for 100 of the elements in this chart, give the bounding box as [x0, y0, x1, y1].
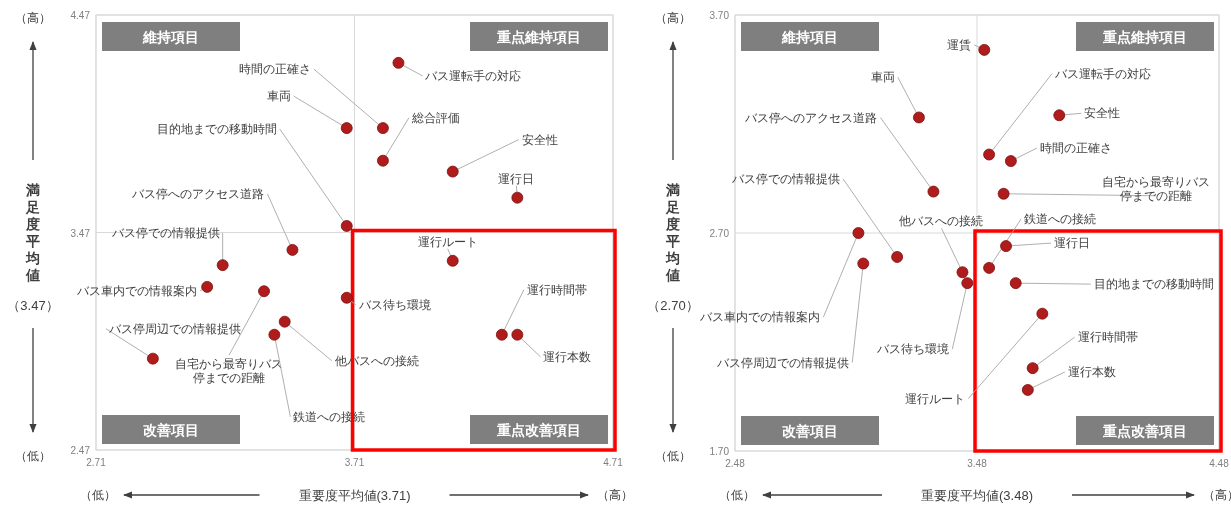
- text: （高）: [1203, 488, 1231, 502]
- annotation: 重点維持項目: [496, 29, 581, 45]
- point: [340, 291, 353, 304]
- y-tick-label: 3.47: [70, 227, 91, 239]
- annotation: 維持項目: [781, 29, 838, 45]
- annotation: 運行ルート: [417, 234, 478, 249]
- annotation: 改善項目: [143, 422, 199, 438]
- y-tick-label: 2.47: [70, 445, 91, 456]
- text: （2.70）: [647, 298, 699, 313]
- annotation: 時間の正確さ: [238, 62, 311, 77]
- point: [857, 257, 870, 270]
- y-tick-label: 2.70: [709, 228, 730, 239]
- annotation: 車両: [266, 89, 291, 104]
- x-tick-label: 4.71: [603, 457, 624, 468]
- annotation: バス停周辺での情報提供: [107, 321, 241, 336]
- annotation: 重点維持項目: [1102, 29, 1187, 45]
- annotation: バス運転手の対応: [1054, 66, 1152, 81]
- annotation: バス車内での情報案内: [699, 310, 821, 324]
- x-tick-label: 3.48: [967, 458, 988, 469]
- y-tick-label: 1.70: [709, 446, 730, 457]
- x-axis-title: 重要度平均値(3.71): [298, 488, 411, 503]
- point: [956, 266, 969, 279]
- annotation: 車両: [870, 70, 895, 85]
- point: [340, 122, 353, 134]
- x-tick-label: 4.48: [1209, 458, 1230, 469]
- annotation: 時間の正確さ: [1039, 141, 1112, 156]
- annotation: 目的地までの移動時間: [1093, 277, 1214, 292]
- annotation: 維持項目: [142, 29, 199, 45]
- text: （低）: [15, 449, 51, 463]
- annotation: バス停へのアクセス道路: [131, 186, 265, 201]
- point: [1053, 109, 1066, 122]
- text: （高）: [655, 11, 691, 25]
- point: [446, 254, 459, 267]
- point: [377, 154, 389, 167]
- point: [961, 277, 974, 290]
- y-axis-title: 満足度平均値: [665, 182, 680, 283]
- text: （高）: [597, 488, 633, 502]
- point: [146, 352, 159, 365]
- text: （低）: [719, 488, 755, 502]
- point: [983, 148, 995, 161]
- point: [268, 328, 281, 341]
- annotation: バス停での情報提供: [731, 171, 841, 186]
- point: [495, 328, 508, 341]
- annotation: 運行本数: [543, 349, 592, 364]
- annotation: バス停での情報提供: [110, 226, 220, 241]
- annotation: 安全性: [1084, 106, 1121, 121]
- point: [278, 315, 291, 328]
- point: [286, 244, 299, 256]
- annotation: 運行日: [1054, 236, 1091, 251]
- annotation: 鉄道への接続: [1024, 211, 1097, 226]
- point: [891, 251, 904, 263]
- annotation: 運行時間帯: [526, 282, 587, 297]
- annotation: 他バスへの接続: [899, 214, 984, 229]
- point: [997, 187, 1010, 200]
- annotation: 自宅から最寄りバス停までの距離: [1101, 174, 1210, 203]
- annotation: 総合評価: [410, 110, 460, 125]
- point: [913, 111, 925, 124]
- point: [216, 259, 229, 272]
- annotation: バス待ち環境: [876, 342, 950, 357]
- y-axis-title: 満足度平均値: [25, 182, 40, 283]
- text: （低）: [655, 449, 691, 463]
- y-tick-label: 3.70: [709, 10, 730, 21]
- text: （高）: [15, 11, 51, 25]
- annotation: バス待ち環境: [357, 297, 431, 312]
- x-tick-label: 2.71: [86, 457, 107, 468]
- point: [983, 261, 995, 274]
- point: [978, 43, 991, 56]
- annotation: バス車内での情報案内: [76, 283, 198, 298]
- point: [1021, 384, 1034, 396]
- point: [201, 280, 214, 293]
- point: [1009, 277, 1022, 290]
- annotation: バス運転手の対応: [424, 68, 522, 83]
- point: [927, 185, 940, 198]
- annotation: 運行ルート: [905, 391, 966, 406]
- text: （3.47）: [7, 298, 59, 313]
- x-axis-title: 重要度平均値(3.48): [921, 488, 1033, 503]
- point: [511, 191, 524, 204]
- annotation: 運行日: [498, 171, 535, 186]
- annotation: 目的地までの移動時間: [156, 121, 277, 136]
- annotation: 重点改善項目: [1102, 423, 1187, 439]
- point: [340, 220, 353, 232]
- annotation: 安全性: [521, 132, 558, 147]
- point: [446, 165, 459, 178]
- annotation: バス停周辺での情報提供: [716, 355, 850, 370]
- x-tick-label: 2.48: [725, 458, 746, 469]
- annotation: 運行時間帯: [1077, 330, 1138, 345]
- point: [258, 285, 270, 298]
- text: （低）: [80, 488, 116, 502]
- point: [377, 122, 389, 134]
- x-tick-label: 3.71: [344, 457, 365, 468]
- annotation: 重点改善項目: [496, 422, 581, 438]
- point: [1026, 362, 1039, 375]
- point: [852, 227, 865, 239]
- annotation: 運賃: [947, 37, 972, 52]
- point: [1036, 307, 1049, 320]
- point: [1004, 155, 1017, 167]
- point: [392, 56, 405, 69]
- point: [511, 328, 524, 341]
- annotation: 改善項目: [782, 423, 838, 439]
- annotation: 自宅から最寄りバス停までの距離: [175, 357, 284, 386]
